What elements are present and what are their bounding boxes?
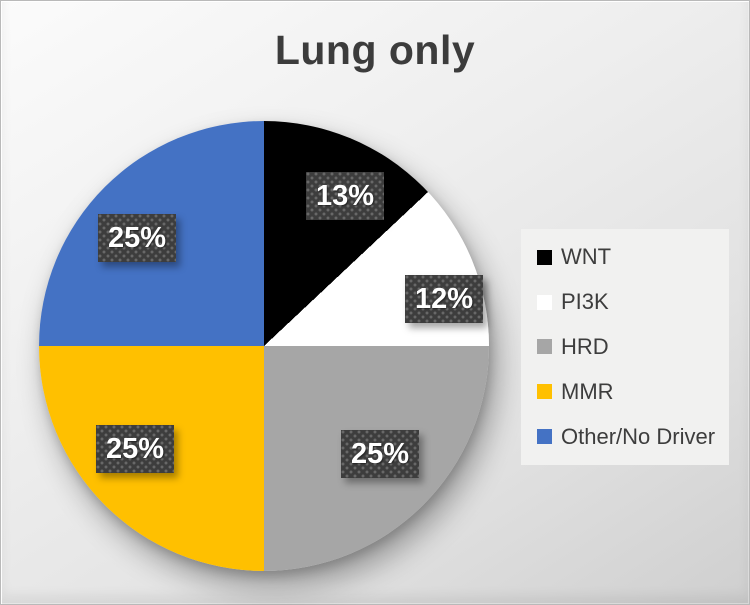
legend-item-other-no-driver: Other/No Driver bbox=[537, 424, 729, 450]
data-label: 13% bbox=[306, 172, 384, 220]
data-label: 25% bbox=[341, 430, 419, 478]
legend-swatch bbox=[537, 384, 552, 400]
data-label: 25% bbox=[96, 425, 174, 473]
legend-swatch bbox=[537, 339, 552, 355]
legend-swatch bbox=[537, 249, 552, 265]
legend-item-pi3k: PI3K bbox=[537, 289, 729, 315]
legend-swatch bbox=[537, 294, 552, 310]
legend-item-wnt: WNT bbox=[537, 244, 729, 270]
legend-label: PI3K bbox=[561, 289, 609, 315]
legend: WNT PI3K HRD MMR Other/No Driver bbox=[521, 229, 729, 465]
legend-label: MMR bbox=[561, 378, 614, 404]
legend-label: Other/No Driver bbox=[561, 423, 716, 449]
legend-label: HRD bbox=[561, 333, 609, 359]
legend-swatch bbox=[537, 429, 552, 445]
legend-item-mmr: MMR bbox=[537, 379, 729, 405]
legend-label: WNT bbox=[561, 244, 612, 270]
chart-title: Lung only bbox=[274, 27, 476, 73]
pie-chart bbox=[39, 121, 489, 571]
data-label: 25% bbox=[98, 214, 176, 262]
legend-item-hrd: HRD bbox=[537, 334, 729, 360]
data-label: 12% bbox=[405, 275, 483, 323]
